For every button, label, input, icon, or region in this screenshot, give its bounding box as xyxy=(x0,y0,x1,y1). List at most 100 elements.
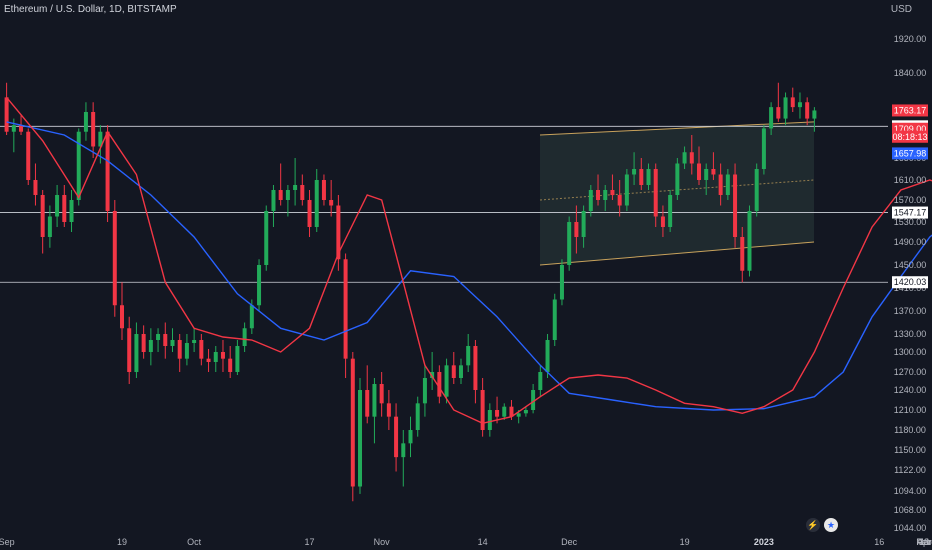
y-tick-label: 1094.00 xyxy=(894,486,927,496)
y-tick-label: 1240.00 xyxy=(894,385,927,395)
candle-down xyxy=(696,163,701,180)
candle-up xyxy=(588,190,593,211)
candle-up xyxy=(545,340,550,372)
candle-up xyxy=(422,378,427,404)
x-tick-label: Apr xyxy=(917,537,931,547)
candle-up xyxy=(538,372,543,390)
candle-down xyxy=(343,259,348,359)
candle-up xyxy=(264,211,269,265)
candle-up xyxy=(704,169,709,180)
x-tick-label: 13 xyxy=(919,537,929,547)
candle-up xyxy=(415,403,420,430)
candle-down xyxy=(805,102,810,119)
x-tick-label: Dec xyxy=(561,537,578,547)
x-tick-label: 2023 xyxy=(754,537,774,547)
candle-down xyxy=(206,358,211,362)
bolt-icon[interactable]: ⚡ xyxy=(806,518,820,532)
candle-up xyxy=(567,222,572,265)
candle-down xyxy=(473,346,478,390)
y-tick-label: 1530.00 xyxy=(894,217,927,227)
candle-up xyxy=(184,343,189,359)
candle-down xyxy=(379,384,384,404)
y-tick-label: 1068.00 xyxy=(894,505,927,515)
candle-up xyxy=(156,334,161,340)
ma-slow-line xyxy=(6,121,932,411)
candle-up xyxy=(523,410,528,414)
candle-up xyxy=(466,346,471,366)
y-tick-label: 1044.00 xyxy=(894,523,927,533)
candle-up xyxy=(531,390,536,410)
candle-down xyxy=(596,190,601,200)
candle-up xyxy=(134,334,139,372)
candle-down xyxy=(718,174,723,195)
candle-down xyxy=(451,365,456,378)
price-label-hline: 1547.17 xyxy=(894,208,927,218)
candle-up xyxy=(358,390,363,487)
candle-up xyxy=(516,413,521,417)
y-tick-label: 1920.00 xyxy=(894,34,927,44)
candle-up xyxy=(11,125,16,132)
candle-down xyxy=(105,131,110,211)
candle-down xyxy=(480,390,485,430)
y-tick-label: 1122.00 xyxy=(894,465,926,475)
candle-down xyxy=(653,169,658,217)
candle-up xyxy=(170,340,175,346)
candle-down xyxy=(91,112,96,147)
y-tick-label: 1300.00 xyxy=(894,347,927,357)
price-label-ma-fast: 1709.00 xyxy=(894,124,927,134)
price-label-box xyxy=(892,206,928,219)
price-label-box xyxy=(892,104,928,117)
y-tick-label: 1610.00 xyxy=(894,175,927,185)
channel-upper-line xyxy=(539,121,815,136)
symbol-header[interactable]: Ethereum / U.S. Dollar, 1D, BITSTAMP xyxy=(4,4,177,15)
y-tick-label: 1840.00 xyxy=(894,68,927,78)
candle-down xyxy=(163,334,168,346)
candle-up xyxy=(257,265,262,306)
candle-down xyxy=(660,216,665,227)
candle-up xyxy=(401,443,406,458)
candle-down xyxy=(19,125,24,132)
candle-up xyxy=(487,410,492,430)
x-tick-label: 19 xyxy=(680,537,690,547)
y-tick-label: 1330.00 xyxy=(894,329,927,339)
y-tick-label: 1210.00 xyxy=(894,405,927,415)
candle-down xyxy=(278,190,283,200)
x-tick-label: Sep xyxy=(0,537,15,547)
channel-lower-line xyxy=(539,241,815,266)
candle-down xyxy=(740,237,745,271)
candle-up xyxy=(581,211,586,237)
candle-down xyxy=(394,416,399,458)
candle-down xyxy=(365,390,370,417)
candle-up xyxy=(458,365,463,378)
candle-down xyxy=(495,410,500,417)
y-tick-label: 1490.00 xyxy=(894,237,927,247)
candle-down xyxy=(689,152,694,164)
candle-up xyxy=(76,131,81,200)
candle-down xyxy=(321,180,326,200)
candle-up xyxy=(372,384,377,417)
us-flag-icon[interactable]: ★ xyxy=(824,518,838,532)
candle-up xyxy=(285,190,290,200)
y-tick-label: 1150.00 xyxy=(894,445,926,455)
candle-down xyxy=(711,169,716,175)
price-label-box xyxy=(892,276,928,289)
candle-down xyxy=(141,334,146,352)
candle-up xyxy=(559,265,564,300)
x-tick-label: 17 xyxy=(305,537,315,547)
candle-up xyxy=(603,190,608,200)
candle-down xyxy=(437,372,442,397)
candle-up xyxy=(271,190,276,211)
x-tick-label: 13 xyxy=(919,537,929,547)
candle-down xyxy=(199,340,204,359)
candle-up xyxy=(55,195,60,217)
y-tick-label: 1270.00 xyxy=(894,367,927,377)
candle-down xyxy=(776,107,781,119)
price-label-ma-slow: 1657.98 xyxy=(894,148,927,158)
candle-up xyxy=(502,406,507,417)
candle-down xyxy=(610,190,615,195)
candle-down xyxy=(509,406,514,417)
candle-up xyxy=(552,299,557,340)
candle-down xyxy=(733,174,738,237)
candle-up xyxy=(668,195,673,227)
